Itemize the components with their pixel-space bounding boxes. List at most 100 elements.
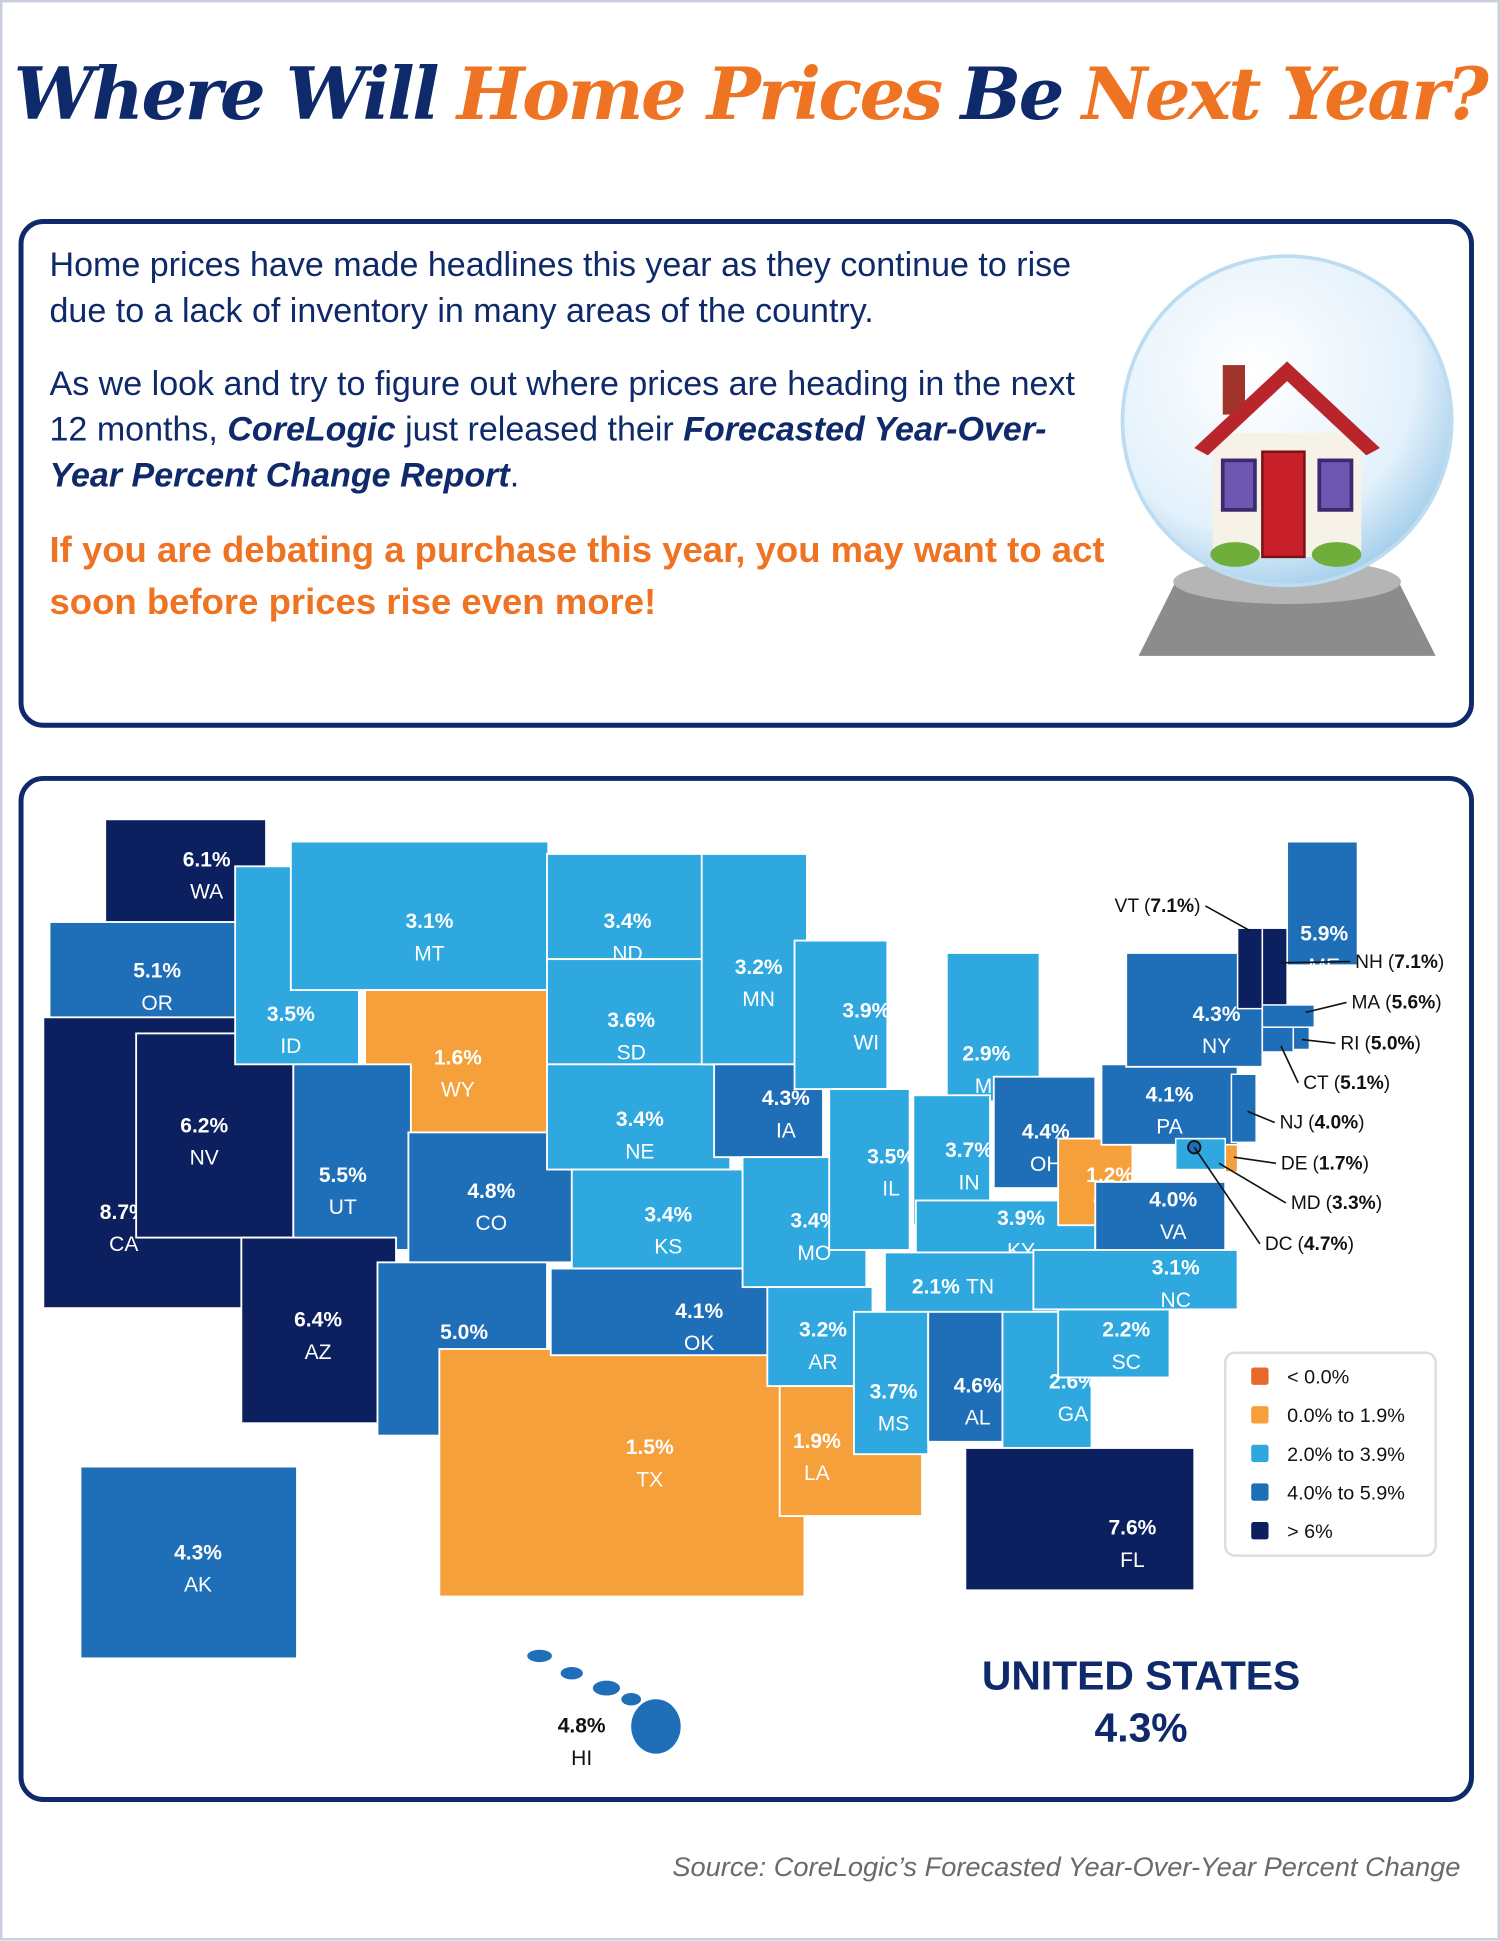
paren: (: [1297, 1234, 1304, 1255]
state-label: 2.1% TN: [912, 1275, 994, 1298]
state-shape: [240, 1236, 397, 1425]
state-code: CT: [1303, 1073, 1329, 1094]
state: 6.4% AZ: [240, 1236, 397, 1425]
intro-text: Home prices have made headlines this yea…: [50, 241, 1114, 656]
state-shape: [135, 1032, 295, 1239]
state-shape: [546, 1063, 732, 1171]
state-code: RI: [1340, 1033, 1359, 1054]
state-shape: [1187, 1140, 1202, 1155]
state-value: 5.0%: [1371, 1033, 1415, 1054]
state: 4.0% VA: [1094, 1180, 1227, 1251]
leader-line: [1305, 1001, 1347, 1014]
state-code: KS: [654, 1236, 682, 1259]
state-value: 1.5%: [626, 1436, 674, 1459]
state-value: 3.4%: [616, 1108, 664, 1131]
state-value: 4.8%: [558, 1715, 606, 1738]
state-code: CO: [476, 1212, 508, 1235]
paren: (: [1144, 896, 1151, 917]
state-value: 5.9%: [1300, 923, 1348, 946]
state-code: NJ: [1280, 1113, 1303, 1134]
legend: < 0.0% 0.0% to 1.9% 2.0% to 3.9% 4.0% to 5.…: [1223, 1351, 1437, 1557]
state-code: MS: [878, 1413, 910, 1436]
paren: (: [1385, 993, 1392, 1014]
state: 6.2% NV: [135, 1032, 295, 1239]
state-value: 3.4%: [644, 1204, 692, 1227]
state-code: NH: [1355, 952, 1383, 973]
state-value: 3.9%: [842, 999, 890, 1022]
national-label: UNITED STATES: [982, 1652, 1300, 1698]
state-code: IN: [959, 1171, 980, 1194]
state-value: 3.1%: [1152, 1257, 1200, 1280]
paren: ): [1384, 1073, 1390, 1094]
state-code: OK: [684, 1332, 714, 1355]
state-value: 5.0%: [440, 1321, 488, 1344]
state-code: DE: [1281, 1154, 1308, 1175]
state-shape: [927, 1310, 1004, 1443]
state: 4.8% HI: [527, 1649, 681, 1770]
state-callout: MA (5.6%): [1351, 993, 1441, 1014]
leader-line: [1218, 1162, 1287, 1204]
paragraph: As we look and try to figure out where p…: [50, 360, 1114, 497]
state-value: 5.1%: [133, 960, 181, 983]
state-shape: [1261, 927, 1288, 1016]
state-callout: DC (4.7%): [1265, 1234, 1354, 1255]
state-shape: [79, 1465, 298, 1660]
state-value: 4.0%: [1149, 1189, 1197, 1212]
paren: ): [1435, 993, 1441, 1014]
state-shape: [1230, 1073, 1257, 1144]
state-code: AL: [965, 1406, 991, 1429]
state-value: 3.2%: [735, 956, 783, 979]
source: Source: CoreLogic’s Forecasted Year-Over…: [672, 1851, 1461, 1883]
paren: ): [1358, 1113, 1364, 1134]
state: NJ (4.0%): [1230, 1073, 1365, 1144]
state-code: OH: [1030, 1153, 1062, 1176]
paren: (: [1313, 1154, 1320, 1175]
state-code: MO: [797, 1242, 831, 1265]
state: 1.5% TX: [438, 1348, 806, 1598]
state-shape: [527, 1649, 552, 1663]
state: 5.9% ME: [1286, 840, 1359, 978]
snow-globe: [1120, 254, 1454, 656]
leader-line: [1233, 1156, 1277, 1165]
state-code: PA: [1156, 1116, 1182, 1139]
paren: (: [1388, 952, 1395, 973]
leader-line: [1193, 1146, 1261, 1245]
state-value: 4.3%: [174, 1541, 222, 1564]
paren: ): [1438, 952, 1444, 973]
state-code: ID: [280, 1035, 301, 1058]
globe-base: [1138, 581, 1436, 656]
paren: ): [1415, 1033, 1421, 1054]
state: MA (5.6%): [1261, 993, 1442, 1028]
state-code: CA: [109, 1233, 138, 1256]
title-part: Where Will: [13, 51, 440, 137]
state-value: 6.2%: [180, 1114, 228, 1137]
state-code: HI: [571, 1747, 592, 1770]
callout: If you are debating a purchase this year…: [49, 529, 1105, 623]
legend-swatch: [1251, 1367, 1269, 1385]
state-value: 7.6%: [1108, 1517, 1156, 1540]
map-box: [18, 775, 1474, 1802]
state-value: 3.9%: [997, 1207, 1045, 1230]
state-value: 4.3%: [1193, 1003, 1241, 1026]
paren: (: [1364, 1033, 1371, 1054]
emphasis: Forecasted Year-Over-Year Percent Change…: [49, 409, 1047, 494]
text-run: just released their: [395, 409, 684, 449]
bush: [1311, 542, 1362, 567]
state-code: WA: [190, 880, 223, 903]
state-value: 4.1%: [675, 1300, 723, 1323]
state-shape: [1100, 1063, 1239, 1146]
state: 4.1% PA: [1100, 1063, 1239, 1146]
state-code: UT: [329, 1196, 357, 1219]
state-code: LA: [804, 1462, 830, 1485]
state-code: WI: [853, 1031, 879, 1054]
roof: [1194, 361, 1380, 456]
state: 3.7% IN: [912, 1094, 993, 1227]
state: 3.7% MS: [853, 1310, 930, 1456]
state-shape: [1174, 1137, 1226, 1171]
state-value: 3.3%: [1332, 1193, 1376, 1214]
emphasis: CoreLogic: [227, 409, 396, 449]
intro-box: [18, 219, 1474, 728]
states: 6.1%WA5.1%OR8.7%CA6.2%NV3.5%ID3.1%MT1.6%…: [42, 818, 1444, 1770]
state-value: 5.5%: [319, 1164, 367, 1187]
